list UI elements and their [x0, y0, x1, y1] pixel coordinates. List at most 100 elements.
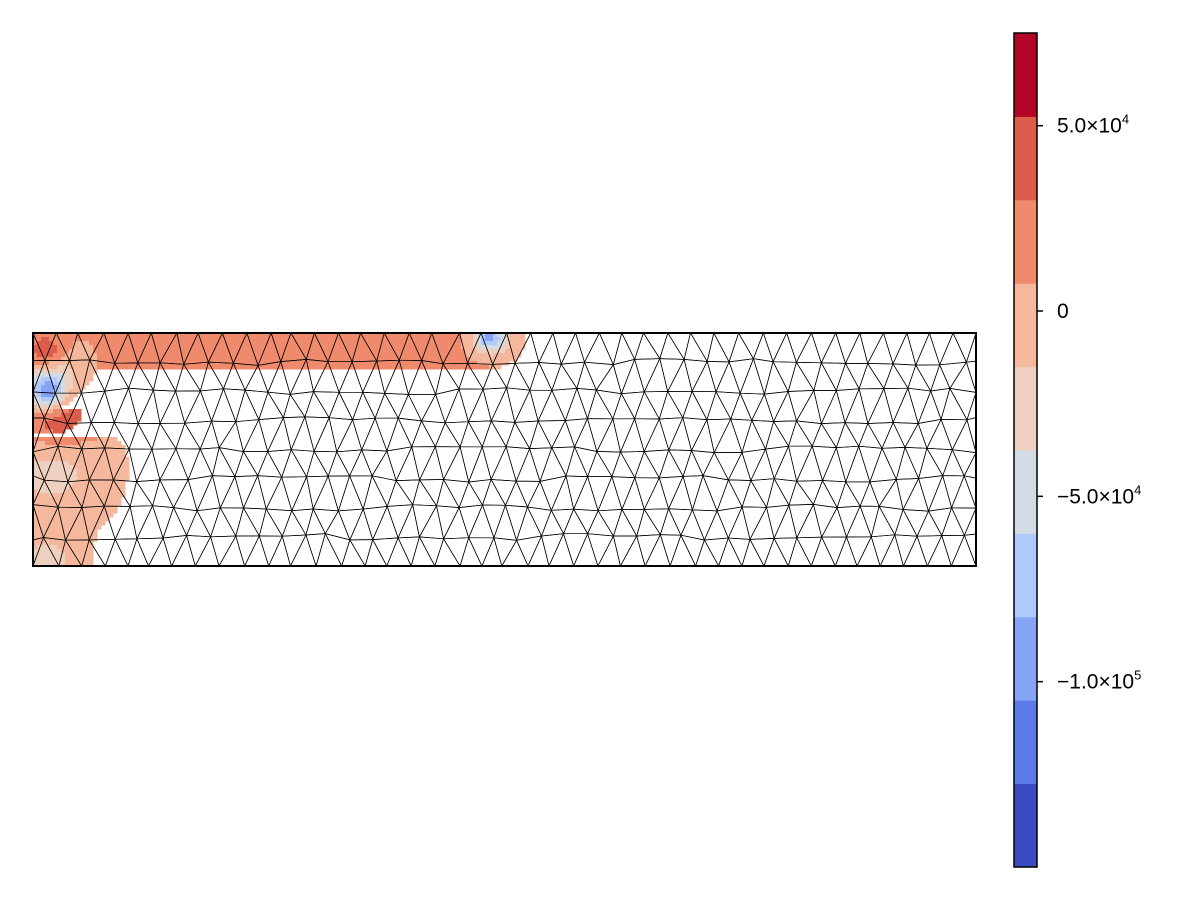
- contour-band: [485, 337, 494, 342]
- mesh-triangle: [883, 387, 909, 424]
- mesh-triangle: [716, 506, 743, 539]
- contour-band: [61, 397, 66, 402]
- mesh-triangle: [892, 387, 919, 424]
- mesh-triangle: [468, 479, 492, 506]
- mesh-triangle: [386, 446, 413, 482]
- mesh-triangle: [820, 389, 846, 424]
- contour-band: [33, 473, 78, 478]
- mesh-triangle: [304, 390, 330, 419]
- mesh-triangle: [772, 361, 797, 393]
- mesh-triangle: [242, 451, 269, 477]
- contour-band: [477, 337, 482, 342]
- mesh-triangle: [312, 391, 340, 419]
- contour-band: [489, 353, 494, 358]
- contour-band: [33, 377, 42, 382]
- mesh-triangle: [482, 478, 506, 506]
- mesh-triangle: [175, 448, 201, 481]
- contour-band: [493, 337, 502, 342]
- contour-band: [89, 341, 462, 346]
- mesh-triangle: [940, 419, 968, 451]
- mesh-triangle: [420, 420, 446, 448]
- contour-band: [461, 345, 474, 350]
- contour-band: [53, 417, 82, 422]
- mesh-triangle: [727, 451, 752, 481]
- mesh-triangle: [939, 333, 967, 366]
- mesh-triangle: [418, 536, 445, 566]
- contour-band: [477, 341, 482, 346]
- contour-band: [509, 333, 526, 338]
- mesh-triangle: [114, 538, 138, 566]
- mesh-triangle: [234, 475, 259, 510]
- mesh-triangle: [291, 508, 314, 536]
- contour-band: [37, 489, 66, 494]
- contour-band: [509, 345, 526, 350]
- mesh-triangle: [481, 420, 507, 448]
- contour-band: [33, 541, 46, 546]
- contour-band: [53, 429, 66, 434]
- contour-band: [49, 337, 462, 342]
- mesh-triangle: [739, 357, 765, 395]
- mesh-triangle: [858, 388, 885, 425]
- mesh-triangle: [680, 534, 705, 566]
- mesh-triangle: [514, 362, 540, 392]
- colorbar-band: [1014, 450, 1037, 534]
- mesh-triangle: [349, 475, 373, 511]
- mesh-triangle: [750, 478, 775, 509]
- colorbar-band: [1014, 283, 1037, 368]
- contour-band: [61, 401, 70, 406]
- mesh-triangle: [634, 477, 660, 511]
- colorbar-band: [1014, 616, 1037, 701]
- mesh-triangle: [324, 510, 351, 541]
- mesh-triangle: [773, 445, 798, 482]
- mesh-triangle: [739, 392, 765, 422]
- mesh-triangle: [199, 388, 225, 423]
- mesh-triangle: [305, 508, 326, 536]
- contour-band: [33, 369, 74, 374]
- contour-band: [33, 417, 54, 422]
- mesh-triangle: [211, 387, 237, 423]
- contour-band: [69, 349, 94, 354]
- mesh-triangle: [490, 386, 516, 423]
- contour-band: [473, 341, 478, 346]
- contour-band: [49, 361, 98, 366]
- mesh-triangle: [364, 538, 388, 566]
- contour-band: [93, 345, 462, 350]
- contour-band: [97, 361, 478, 366]
- mesh-triangle: [104, 538, 129, 566]
- mesh-triangle: [796, 445, 823, 482]
- contour-band: [45, 425, 74, 430]
- mesh-triangle: [917, 390, 942, 424]
- mesh-triangle: [765, 445, 790, 480]
- mesh-triangle: [894, 534, 918, 566]
- colorbar-band: [1014, 116, 1037, 201]
- mesh-triangle: [951, 449, 976, 477]
- contour-band: [473, 337, 478, 342]
- mesh-triangle: [658, 476, 684, 510]
- contour-band: [489, 365, 502, 370]
- mesh-triangle: [597, 509, 623, 537]
- mesh-triangle: [643, 508, 670, 536]
- mesh-triangle: [772, 420, 797, 448]
- contour-band: [73, 345, 94, 350]
- contour-band: [97, 365, 490, 370]
- mesh-triangle: [917, 418, 942, 450]
- mesh-triangle: [196, 507, 221, 538]
- contour-band: [33, 533, 98, 538]
- mesh-triangle: [313, 450, 338, 477]
- mesh-triangle: [621, 509, 645, 537]
- mesh-triangle: [930, 363, 951, 392]
- mesh-triangle: [218, 535, 245, 566]
- mesh-triangle: [658, 390, 684, 420]
- colorbar-band: [1014, 533, 1037, 618]
- mesh-triangle: [258, 417, 284, 453]
- mesh-triangle: [612, 358, 636, 395]
- mesh-triangle: [966, 392, 976, 421]
- mesh-triangle: [530, 333, 554, 364]
- mesh-triangle: [281, 476, 308, 512]
- contour-band: [41, 385, 58, 390]
- colorbar-tick-label: −5.0×104: [1057, 482, 1141, 508]
- contour-band: [493, 333, 498, 338]
- mesh-triangle: [159, 422, 186, 450]
- mesh-triangle: [659, 333, 685, 360]
